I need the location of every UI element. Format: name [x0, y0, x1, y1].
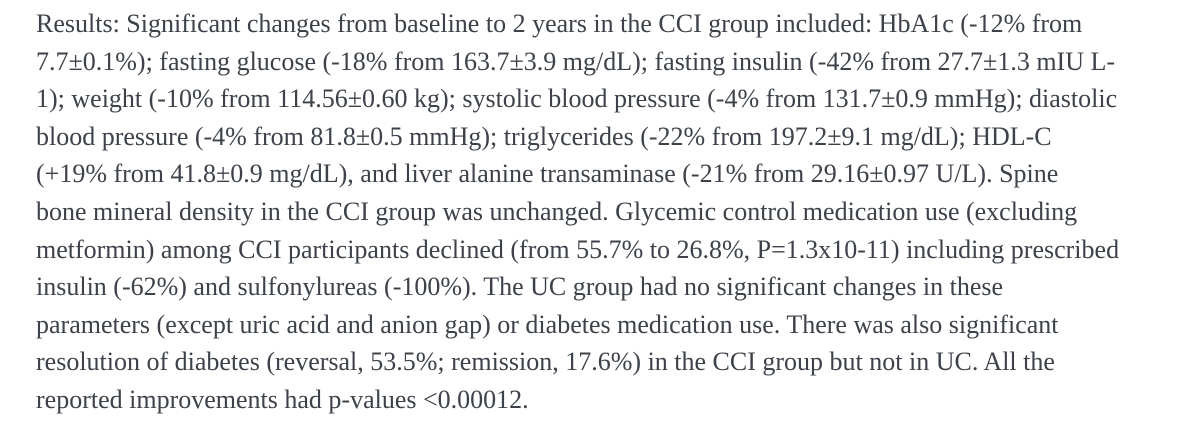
text-line: insulin (-62%) and sulfonylureas (-100%)…: [36, 272, 1004, 302]
text-line: reported improvements had p-values <0.00…: [36, 384, 529, 414]
text-line: Results: Significant changes from baseli…: [36, 9, 1083, 38]
text-line: bone mineral density in the CCI group wa…: [36, 196, 1078, 226]
text-line: blood pressure (-4% from 81.8±0.5 mmHg);…: [36, 121, 1052, 151]
text-line: metformin) among CCI participants declin…: [36, 234, 1120, 264]
text-line: resolution of diabetes (reversal, 53.5%;…: [36, 347, 1055, 377]
text-line: 7.7±0.1%); fasting glucose (-18% from 16…: [36, 46, 1116, 76]
text-line: 1); weight (-10% from 114.56±0.60 kg); s…: [36, 84, 1118, 114]
text-line: parameters (except uric acid and anion g…: [36, 309, 1059, 339]
text-line: (+19% from 41.8±0.9 mg/dL), and liver al…: [36, 159, 1059, 189]
